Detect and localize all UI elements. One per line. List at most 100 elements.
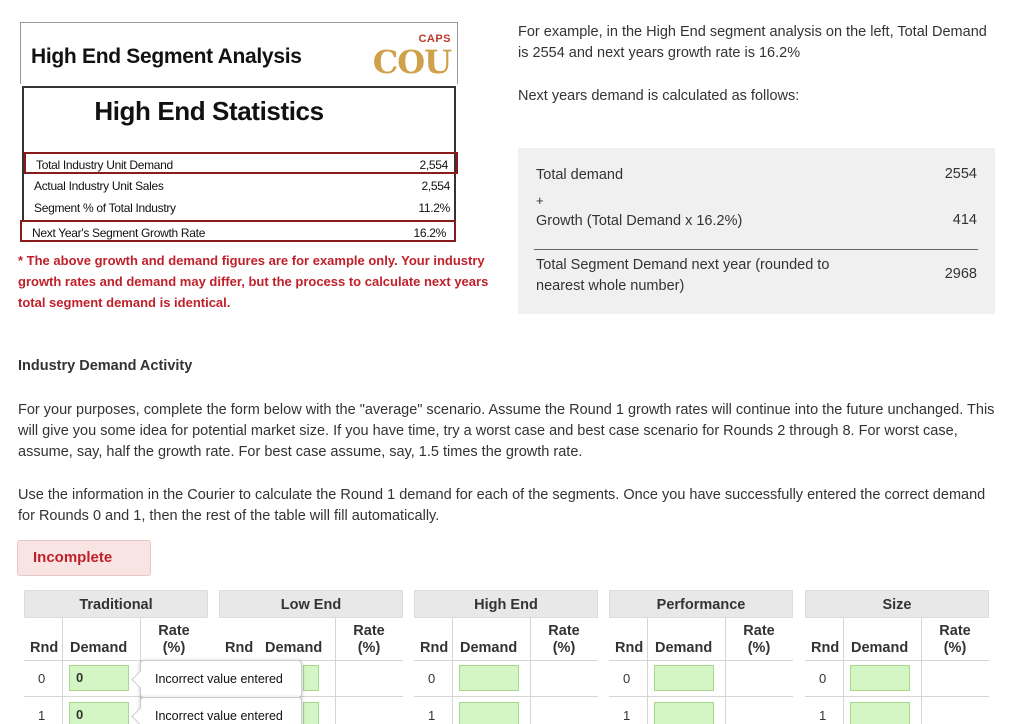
round-cell: 1 bbox=[428, 708, 436, 723]
logo-cou-text: COU bbox=[372, 43, 452, 81]
segment-analysis-header: High End Segment Analysis CAPS COU bbox=[20, 22, 458, 84]
segment-analysis-panel: High End Segment Analysis CAPS COU High … bbox=[20, 22, 458, 244]
segment-table-size: Size Rnd Demand Rate (%) 0 1 bbox=[805, 590, 989, 724]
statistics-box: High End Statistics Total Industry Unit … bbox=[22, 86, 458, 242]
example-note: * The above growth and demand figures ar… bbox=[18, 253, 489, 310]
row-divider bbox=[24, 696, 208, 697]
rate-line2: (%) bbox=[357, 640, 381, 656]
result-label: Total Segment Demand next year (rounded … bbox=[536, 257, 830, 294]
row-divider bbox=[24, 660, 208, 661]
row-divider bbox=[414, 660, 598, 661]
stat-value: 16.2% bbox=[413, 226, 446, 240]
column-divider bbox=[647, 618, 648, 724]
error-tooltip-round-0: Incorrect value entered bbox=[140, 660, 302, 698]
stat-value: 2,554 bbox=[421, 179, 450, 193]
round-cell: 1 bbox=[819, 708, 827, 723]
demand-input-round-1[interactable] bbox=[303, 702, 319, 724]
explanation-intro: For example, in the High End segment ana… bbox=[518, 24, 987, 61]
calculation-box: Total demand 2554 + Growth (Total Demand… bbox=[518, 148, 995, 314]
row-divider bbox=[805, 660, 989, 661]
round-cell: 0 bbox=[819, 671, 827, 686]
column-demand: Demand bbox=[460, 640, 518, 656]
rate-line2: (%) bbox=[552, 640, 576, 656]
demand-input-round-1[interactable]: 0 bbox=[69, 702, 129, 724]
growth-value: 414 bbox=[952, 212, 977, 228]
segment-table-traditional: Traditional Rnd Demand Rate (%) 0 0 1 0 bbox=[24, 590, 208, 724]
column-demand: Demand bbox=[70, 640, 128, 656]
stat-label: Actual Industry Unit Sales bbox=[34, 179, 164, 193]
column-rnd: Rnd bbox=[811, 640, 840, 656]
column-demand: Demand bbox=[655, 640, 713, 656]
column-rnd: Rnd bbox=[420, 640, 449, 656]
row-divider bbox=[805, 696, 989, 697]
stat-label: Next Year's Segment Growth Rate bbox=[32, 226, 206, 240]
round-cell: 0 bbox=[428, 671, 436, 686]
stat-row-total-demand: Total Industry Unit Demand 2,554 bbox=[24, 152, 458, 174]
activity-instructions: For your purposes, complete the form bel… bbox=[18, 402, 995, 460]
logo-caps-text: CAPS bbox=[418, 33, 451, 45]
segment-analysis-title: High End Segment Analysis bbox=[31, 45, 302, 68]
status-badge: Incomplete bbox=[17, 540, 151, 576]
demand-input-round-0[interactable] bbox=[654, 665, 714, 691]
demand-input-round-1[interactable] bbox=[850, 702, 910, 724]
column-rate: Rate (%) bbox=[349, 623, 389, 657]
rate-line2: (%) bbox=[747, 640, 771, 656]
column-rate: Rate (%) bbox=[935, 623, 975, 657]
segment-header: Low End bbox=[219, 590, 403, 618]
stat-label: Segment % of Total Industry bbox=[34, 201, 176, 215]
activity-courier-instructions: Use the information in the Courier to ca… bbox=[18, 487, 986, 524]
column-rnd: Rnd bbox=[225, 640, 254, 656]
rate-line1: Rate bbox=[743, 623, 775, 639]
demand-input-round-0[interactable] bbox=[303, 665, 319, 691]
row-divider bbox=[609, 660, 793, 661]
demand-input-round-0[interactable] bbox=[850, 665, 910, 691]
rate-line1: Rate bbox=[353, 623, 385, 639]
column-divider bbox=[335, 618, 336, 724]
round-cell: 1 bbox=[38, 708, 46, 723]
total-demand-value: 2554 bbox=[944, 166, 977, 182]
stat-value: 11.2% bbox=[418, 201, 450, 215]
column-divider bbox=[725, 618, 726, 724]
column-demand: Demand bbox=[265, 640, 323, 656]
segment-header: Traditional bbox=[24, 590, 208, 618]
column-rnd: Rnd bbox=[30, 640, 59, 656]
segment-header: Size bbox=[805, 590, 989, 618]
column-rate: Rate (%) bbox=[739, 623, 779, 657]
rate-line2: (%) bbox=[162, 640, 186, 656]
stat-row-segment-percent: Segment % of Total Industry 11.2% bbox=[24, 197, 458, 219]
column-divider bbox=[921, 618, 922, 724]
growth-label: Growth (Total Demand x 16.2%) bbox=[536, 213, 743, 229]
demand-input-round-0[interactable]: 0 bbox=[69, 665, 129, 691]
column-rnd: Rnd bbox=[615, 640, 644, 656]
column-rate: Rate (%) bbox=[154, 623, 194, 657]
demand-input-round-1[interactable] bbox=[459, 702, 519, 724]
row-divider bbox=[414, 696, 598, 697]
segment-header: High End bbox=[414, 590, 598, 618]
segment-table-low-end: Low End Rnd Demand Rate (%) bbox=[219, 590, 403, 724]
result-value: 2968 bbox=[944, 266, 977, 282]
row-divider bbox=[219, 696, 403, 697]
demand-input-round-0[interactable] bbox=[459, 665, 519, 691]
row-divider bbox=[609, 696, 793, 697]
rate-line1: Rate bbox=[158, 623, 190, 639]
plus-sign: + bbox=[536, 193, 544, 208]
statistics-title: High End Statistics bbox=[94, 96, 324, 126]
round-cell: 0 bbox=[38, 671, 46, 686]
sum-rule bbox=[534, 249, 978, 250]
column-divider bbox=[452, 618, 453, 724]
stat-label: Total Industry Unit Demand bbox=[36, 158, 173, 172]
calculation-intro: Next years demand is calculated as follo… bbox=[518, 88, 800, 104]
round-cell: 0 bbox=[623, 671, 631, 686]
stat-row-actual-sales: Actual Industry Unit Sales 2,554 bbox=[24, 175, 458, 197]
column-divider bbox=[530, 618, 531, 724]
round-cell: 1 bbox=[623, 708, 631, 723]
demand-input-round-1[interactable] bbox=[654, 702, 714, 724]
explanation: For example, in the High End segment ana… bbox=[518, 22, 988, 129]
segment-table-performance: Performance Rnd Demand Rate (%) 0 1 bbox=[609, 590, 793, 724]
row-divider bbox=[219, 660, 403, 661]
column-divider bbox=[62, 618, 63, 724]
activity-title: Industry Demand Activity bbox=[18, 358, 193, 374]
total-demand-label: Total demand bbox=[536, 167, 624, 183]
rate-line1: Rate bbox=[939, 623, 971, 639]
stat-value: 2,554 bbox=[419, 158, 448, 172]
